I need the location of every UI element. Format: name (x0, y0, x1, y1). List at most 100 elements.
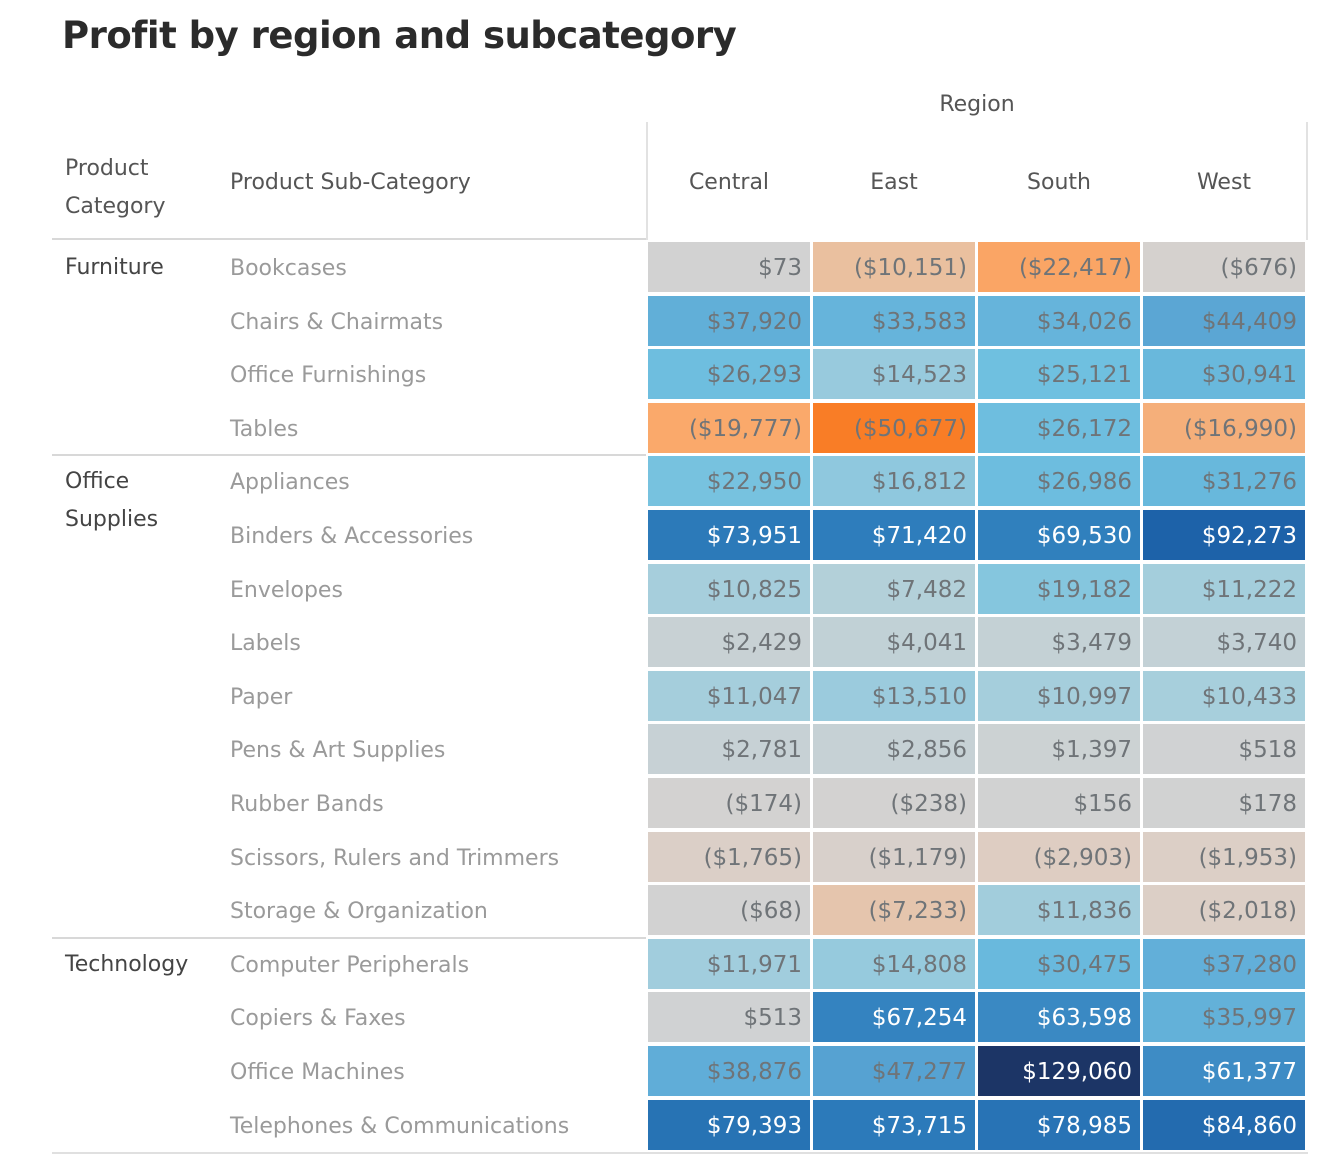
subcategory-label: Office Furnishings (230, 363, 427, 389)
row-header-subcategory: Product Sub-Category (230, 170, 471, 195)
heatmap-cell: $25,121 (978, 349, 1140, 400)
category-label: Furniture (65, 255, 164, 280)
heatmap-cell: $19,182 (978, 563, 1140, 614)
heatmap-cell: $35,997 (1143, 992, 1305, 1043)
heatmap-cell: $30,941 (1143, 349, 1305, 400)
heatmap-cell: ($2,903) (978, 831, 1140, 882)
heatmap-cell: ($68) (648, 885, 810, 936)
heatmap-cell: $13,510 (813, 670, 975, 721)
column-group-label: Region (939, 92, 1015, 117)
heatmap-cell: $10,997 (978, 670, 1140, 721)
heatmap-cell: $156 (978, 778, 1140, 828)
column-header-east: East (870, 170, 918, 195)
category-label: Technology (65, 951, 189, 977)
heatmap-cell: ($16,990) (1143, 402, 1305, 453)
subcategory-label: Pens & Art Supplies (230, 738, 446, 764)
row-header-category: Product Category (65, 156, 166, 219)
heatmap-cell: $4,041 (813, 617, 975, 668)
heatmap-cell: $1,397 (978, 724, 1140, 775)
heatmap-cell: $73,715 (813, 1099, 975, 1150)
heatmap-cell: $129,060 (978, 1046, 1140, 1096)
heatmap-cell: $11,222 (1143, 563, 1305, 614)
heatmap-cell: $61,377 (1143, 1046, 1305, 1096)
heatmap-cell: ($7,233) (813, 885, 975, 936)
subcategory-label: Telephones & Communications (230, 1113, 570, 1139)
group-divider (52, 454, 646, 457)
heatmap-cell: $513 (648, 992, 810, 1043)
heatmap-cell: $63,598 (978, 992, 1140, 1043)
heatmap-cell: $92,273 (1143, 510, 1305, 560)
subcategory-label: Appliances (230, 470, 350, 496)
heatmap-cell: $37,920 (648, 295, 810, 346)
category-label: Office Supplies (65, 469, 159, 533)
subcategory-label: Office Machines (230, 1060, 405, 1085)
subcategory-label: Storage & Organization (230, 899, 488, 925)
heatmap-cell: $38,876 (648, 1046, 810, 1096)
subcategory-label: Tables (230, 416, 299, 442)
subcategory-label: Chairs & Chairmats (230, 309, 444, 335)
subcategory-label: Labels (230, 631, 301, 657)
group-divider (52, 936, 646, 939)
subcategory-label: Binders & Accessories (230, 524, 474, 549)
heatmap-cell: $30,475 (978, 938, 1140, 989)
column-header-central: Central (688, 170, 770, 195)
heatmap-cell: $37,280 (1143, 938, 1305, 989)
subcategory-label: Rubber Bands (230, 792, 384, 817)
heatmap-cell: $47,277 (813, 1046, 975, 1096)
divider (646, 122, 648, 240)
heatmap-cell: $14,808 (813, 938, 975, 989)
heatmap-cell: $44,409 (1143, 295, 1305, 346)
heatmap-cell: $2,781 (648, 724, 810, 775)
heatmap-cell: $7,482 (813, 563, 975, 614)
subcategory-label: Computer Peripherals (230, 952, 470, 978)
heatmap-cell: $10,825 (648, 563, 810, 614)
heatmap-cell: $34,026 (978, 295, 1140, 346)
divider (52, 238, 646, 240)
heatmap-cell: $2,429 (648, 617, 810, 668)
heatmap-cell: $11,971 (648, 938, 810, 989)
heatmap-cell: $3,740 (1143, 617, 1305, 668)
heatmap-cell: ($19,777) (648, 402, 810, 453)
heatmap-cell: ($10,151) (813, 242, 975, 292)
heatmap-cell: ($2,018) (1143, 885, 1305, 936)
heatmap-cell: ($1,953) (1143, 831, 1305, 882)
heatmap-cell: $67,254 (813, 992, 975, 1043)
heatmap-cell: $73,951 (648, 510, 810, 560)
heatmap-cell: $79,393 (648, 1099, 810, 1150)
heatmap-cell: $11,047 (648, 670, 810, 721)
heatmap-cell: $2,856 (813, 724, 975, 775)
divider (52, 1152, 1308, 1154)
heatmap-cell: $178 (1143, 778, 1305, 828)
heatmap-cell: $14,523 (813, 349, 975, 400)
subcategory-label: Scissors, Rulers and Trimmers (230, 845, 560, 871)
heatmap-cell: $22,950 (648, 456, 810, 507)
heatmap-cell: $84,860 (1143, 1099, 1305, 1150)
heatmap-cell: ($1,765) (648, 831, 810, 882)
heatmap-cell: ($50,677) (813, 402, 975, 453)
subcategory-label: Bookcases (230, 256, 347, 281)
heatmap-cell: $71,420 (813, 510, 975, 560)
heatmap-cell: $518 (1143, 724, 1305, 775)
heatmap-cell: $3,479 (978, 617, 1140, 668)
column-header-south: South (1027, 170, 1091, 195)
heatmap-cell: $33,583 (813, 295, 975, 346)
heatmap-cell: ($676) (1143, 242, 1305, 292)
heatmap-cell: ($238) (813, 778, 975, 828)
heatmap-cell: $73 (648, 242, 810, 292)
heatmap-cell: $69,530 (978, 510, 1140, 560)
divider (1306, 122, 1308, 240)
chart-title: Profit by region and subcategory (62, 14, 737, 57)
heatmap-cell: $26,986 (978, 456, 1140, 507)
subcategory-label: Envelopes (230, 577, 343, 603)
heatmap-cell: $16,812 (813, 456, 975, 507)
column-header-west: West (1196, 170, 1252, 195)
heatmap-cell: $26,293 (648, 349, 810, 400)
heatmap-cell: ($22,417) (978, 242, 1140, 292)
heatmap-cell: $31,276 (1143, 456, 1305, 507)
subcategory-label: Paper (230, 684, 293, 710)
heatmap-cell: $78,985 (978, 1099, 1140, 1150)
subcategory-label: Copiers & Faxes (230, 1006, 406, 1032)
heatmap-cell: ($174) (648, 778, 810, 828)
heatmap-cell: ($1,179) (813, 831, 975, 882)
heatmap-cell: $11,836 (978, 885, 1140, 936)
